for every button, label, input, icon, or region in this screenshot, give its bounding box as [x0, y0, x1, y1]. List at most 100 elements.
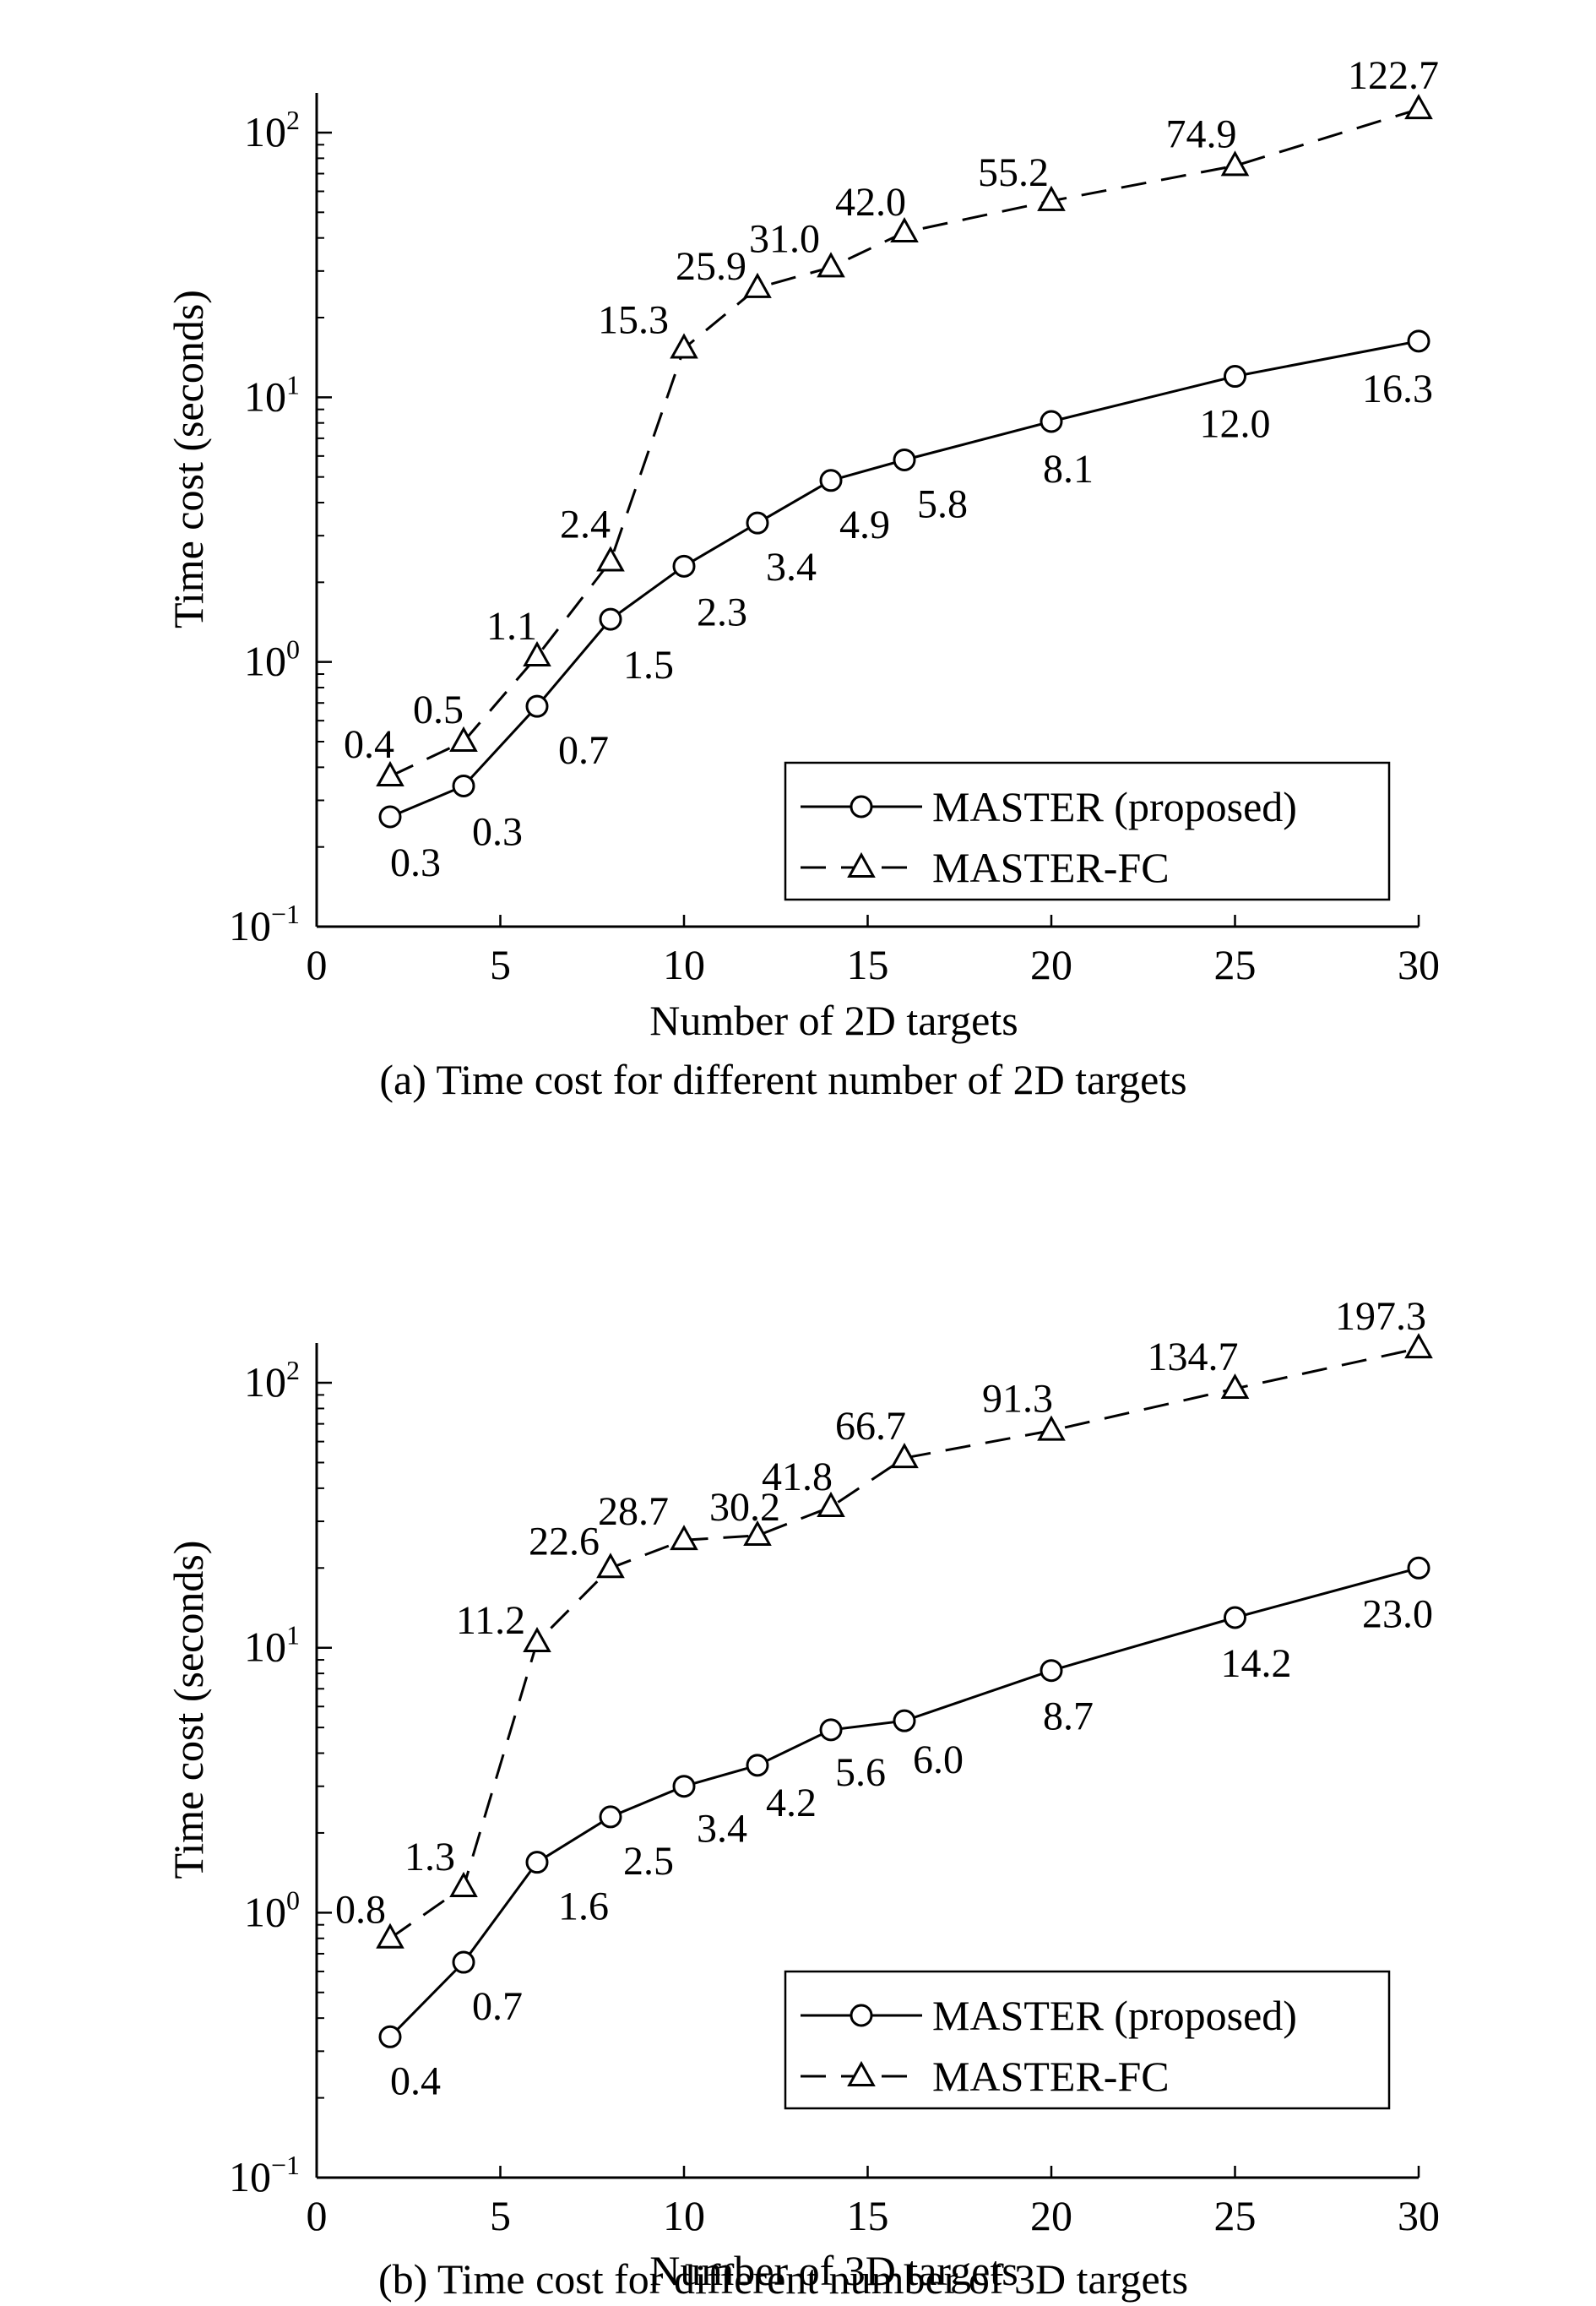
a-data-label: 0.7	[558, 728, 609, 773]
a-data-label: 2.3	[697, 590, 747, 634]
b-point-master-fc	[596, 1553, 625, 1579]
a-point-master-fc	[1220, 150, 1250, 177]
b-point-master-fc	[890, 1443, 919, 1469]
b-x-tick-label: 15	[847, 2192, 889, 2239]
a-data-label: 15.3	[598, 297, 669, 342]
a-point-master	[672, 554, 696, 578]
b-y-tick-base: 10	[244, 1358, 286, 1406]
b-data-label: 1.3	[404, 1835, 455, 1879]
b-data-label: 4.2	[766, 1781, 817, 1825]
b-point-master-fc	[743, 1520, 772, 1546]
b-data-label: 41.8	[762, 1455, 833, 1499]
a-y-tick-base: 10	[244, 638, 286, 685]
a-point-master	[1040, 410, 1063, 433]
b-data-label: 5.6	[835, 1750, 886, 1795]
b-y-tick-exp: −1	[271, 2150, 300, 2180]
a-data-label: 122.7	[1348, 53, 1439, 98]
b-data-label: 0.7	[472, 1984, 523, 2029]
b-legend-marker-circle	[850, 2004, 873, 2027]
a-data-label: 31.0	[749, 216, 820, 261]
a-x-tick-label: 10	[663, 941, 705, 988]
b-data-label: 134.7	[1148, 1335, 1239, 1379]
a-point-master	[1224, 365, 1246, 389]
a-point-master	[452, 774, 475, 797]
a-data-label: 8.1	[1043, 447, 1094, 492]
b-data-label: 30.2	[709, 1485, 780, 1530]
b-point-master	[746, 1754, 769, 1777]
a-point-master-fc	[817, 252, 845, 278]
b-point-master	[819, 1718, 843, 1742]
b-x-tick-label: 30	[1398, 2192, 1440, 2239]
a-y-tick-label: 101	[244, 369, 300, 420]
a-point-master-fc	[670, 333, 698, 359]
b-y-tick-exp: 0	[286, 1885, 300, 1915]
b-data-label: 91.3	[982, 1377, 1053, 1422]
b-x-axis-title: Number of 3D targets	[649, 2247, 1018, 2294]
b-y-tick-label: 100	[244, 1885, 300, 1935]
b-y-tick-label: 10−1	[229, 2150, 300, 2200]
b-point-master	[893, 1709, 916, 1732]
a-data-label: 42.0	[835, 180, 906, 225]
a-x-tick-label: 15	[847, 941, 889, 988]
a-y-tick-exp: 0	[286, 634, 300, 665]
a-y-tick-base: 10	[244, 108, 286, 155]
a-data-label: 1.5	[623, 643, 674, 688]
b-data-label: 3.4	[697, 1807, 747, 1852]
b-data-label: 1.6	[558, 1885, 609, 1929]
a-legend	[784, 761, 1391, 901]
a-x-tick-label: 0	[307, 941, 328, 988]
b-point-master-fc	[817, 1491, 845, 1517]
b-point-master	[525, 1851, 549, 1874]
b-data-label: 2.5	[623, 1839, 674, 1884]
a-point-master-fc	[743, 272, 772, 298]
b-point-master	[1040, 1659, 1063, 1683]
b-legend	[784, 1970, 1391, 2110]
a-data-label: 4.9	[839, 503, 890, 547]
a-caption: (a) Time cost for different number of 2D…	[379, 1056, 1186, 1103]
b-point-master-fc	[1037, 1415, 1066, 1441]
b-x-tick-label: 25	[1214, 2192, 1257, 2239]
a-x-tick-label: 30	[1398, 941, 1440, 988]
a-y-tick-exp: 2	[286, 105, 300, 135]
a-data-label: 74.9	[1166, 111, 1237, 156]
b-data-label: 66.7	[835, 1404, 906, 1449]
b-y-tick-label: 101	[244, 1620, 300, 1671]
a-point-master-fc	[1037, 185, 1066, 211]
a-x-tick-label: 25	[1214, 941, 1257, 988]
a-point-master	[893, 448, 916, 471]
a-point-master-fc	[1404, 94, 1433, 120]
a-data-label: 0.3	[472, 809, 523, 854]
a-point-master-fc	[596, 546, 625, 572]
b-point-master-fc	[523, 1626, 551, 1653]
b-data-label: 0.4	[390, 2059, 441, 2103]
a-data-label: 25.9	[676, 244, 746, 289]
a-point-master	[599, 607, 622, 631]
a-point-master-fc	[376, 760, 404, 786]
a-point-master	[819, 469, 843, 492]
b-caption: (b) Time cost for different number of 3D…	[378, 2255, 1188, 2303]
b-series-line-master	[388, 1566, 1420, 2038]
b-data-label: 23.0	[1362, 1591, 1433, 1636]
b-legend-label: MASTER (proposed)	[932, 1992, 1297, 2039]
a-y-tick-label: 102	[244, 105, 300, 155]
a-data-label: 12.0	[1200, 402, 1271, 447]
b-point-master-fc	[376, 1923, 404, 1949]
a-data-label: 16.3	[1362, 367, 1433, 411]
b-data-label: 197.3	[1335, 1294, 1426, 1339]
a-point-master-fc	[449, 726, 478, 752]
a-data-label: 0.5	[413, 688, 464, 732]
a-point-master	[525, 694, 549, 718]
b-legend-label: MASTER-FC	[932, 2053, 1170, 2100]
b-y-tick-base: 10	[244, 1623, 286, 1671]
b-y-tick-base: 10	[229, 2153, 271, 2200]
b-point-master-fc	[449, 1871, 478, 1897]
a-point-master-fc	[890, 216, 919, 243]
b-y-axis-title: Time cost (seconds)	[165, 1541, 212, 1879]
a-data-label: 5.8	[917, 481, 968, 526]
b-y-tick-exp: 1	[286, 1620, 300, 1651]
a-data-label: 0.3	[390, 840, 441, 885]
b-point-master	[452, 1950, 475, 1974]
